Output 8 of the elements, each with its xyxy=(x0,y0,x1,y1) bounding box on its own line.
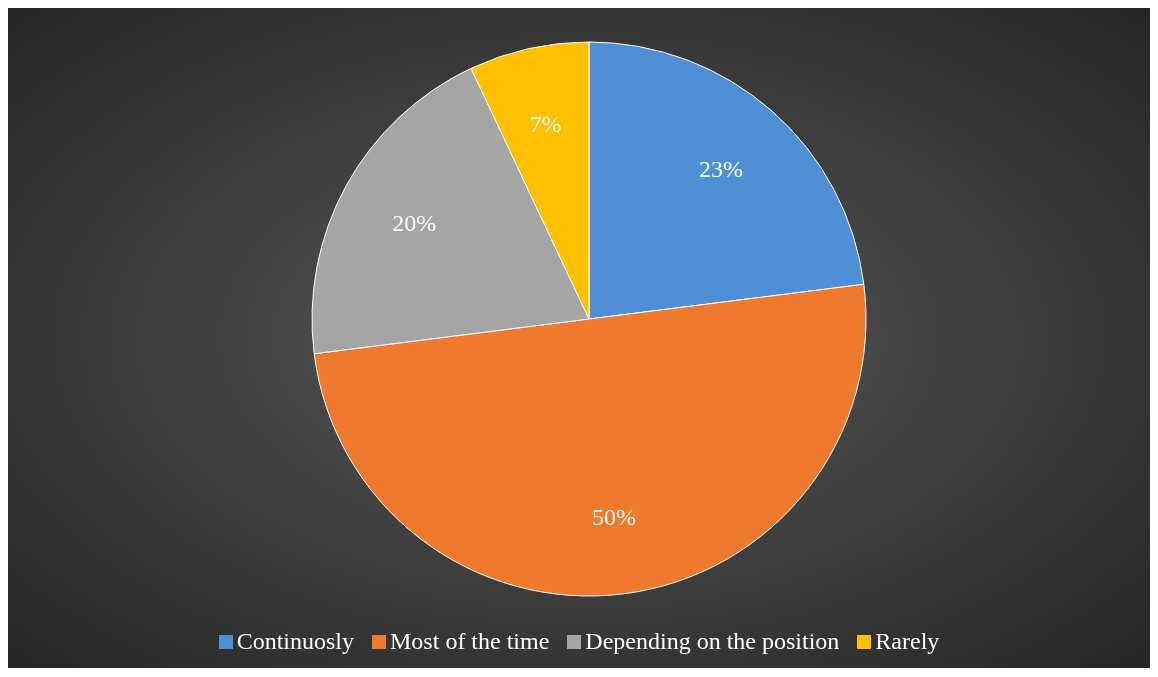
legend-label: Depending on the position xyxy=(585,628,840,655)
data-label: 50% xyxy=(592,503,636,530)
data-label: 20% xyxy=(392,209,437,236)
legend-label: Rarely xyxy=(875,628,940,655)
slice-label: Most of the time xyxy=(390,628,550,655)
data-label: 23% xyxy=(698,156,743,183)
legend-label: Continuosly xyxy=(236,628,355,655)
data-label: 7% xyxy=(529,111,562,138)
